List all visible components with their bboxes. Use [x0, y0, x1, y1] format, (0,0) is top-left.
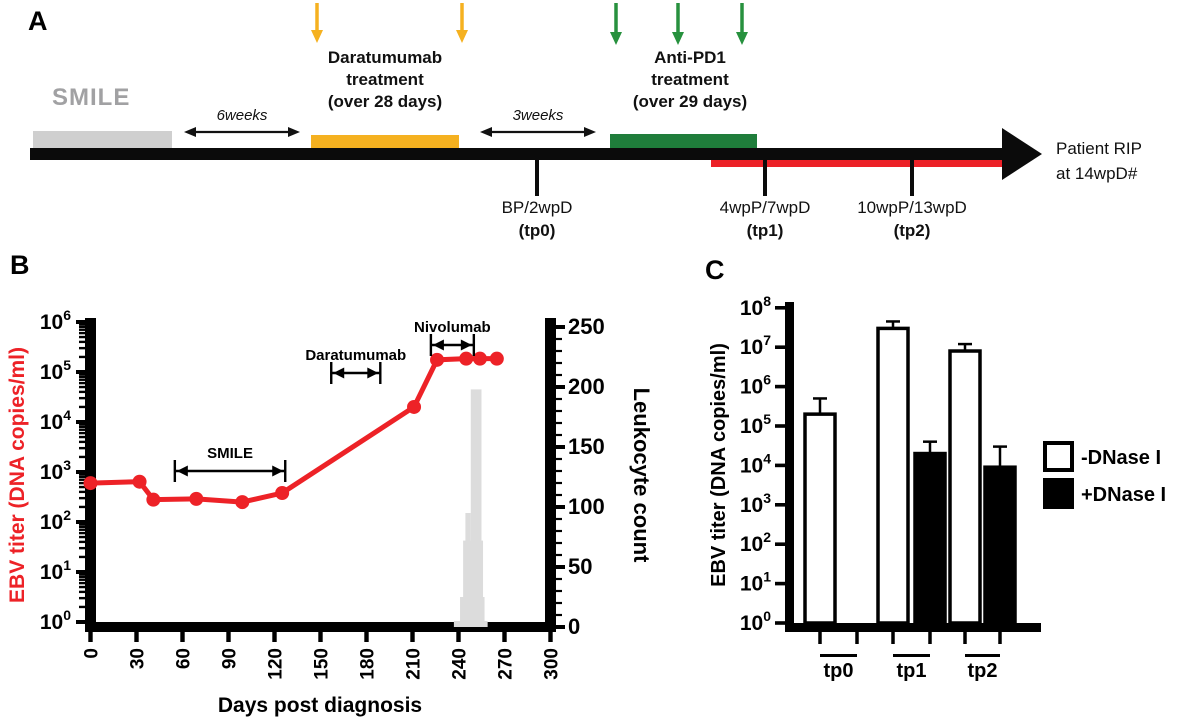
- svg-text:90: 90: [220, 648, 241, 669]
- svg-text:0: 0: [82, 648, 103, 659]
- svg-text:Daratumumab: Daratumumab: [305, 347, 406, 364]
- antipd1-dose-arrow-icon: [736, 3, 748, 45]
- y-axis-title: EBV titer (DNA copies/ml): [708, 343, 730, 587]
- svg-text:102: 102: [40, 507, 71, 534]
- leukocyte-histogram: [453, 389, 488, 627]
- svg-text:100: 100: [40, 607, 71, 634]
- tp0-name: BP/2wpD: [501, 198, 573, 217]
- daratumumab-line1: Daratumumab: [327, 48, 443, 67]
- x-axis-title: Days post diagnosis: [218, 694, 422, 717]
- endpoint-line1: Patient RIP: [1056, 139, 1142, 158]
- ebv-titer-line-series: [83, 351, 504, 510]
- svg-text:tp1: tp1: [897, 660, 927, 682]
- svg-text:tp0: tp0: [824, 660, 854, 682]
- tp1-name: 4wpP/7wpD: [719, 198, 811, 217]
- three-weeks-label: 3weeks: [512, 107, 564, 124]
- tp1-tick: [763, 160, 767, 196]
- svg-text:150: 150: [312, 648, 333, 680]
- smile-label: SMILE: [52, 84, 131, 111]
- svg-text:102: 102: [740, 529, 771, 556]
- tp1-code: (tp1): [746, 221, 784, 240]
- daratumumab-treatment-label: Daratumumab treatment (over 28 days): [305, 47, 465, 113]
- tp0-tick: [535, 160, 539, 196]
- post-treatment-red-bar: [711, 157, 1008, 167]
- daratumumab-dose-arrow-icon: [456, 3, 468, 43]
- svg-text:100: 100: [740, 608, 771, 635]
- axes: 100 101 102 103 104 105 106 107 108 tp0 tp1 tp2: [740, 293, 1041, 682]
- antipd1-dose-arrow-icon: [672, 3, 684, 45]
- antipd1-line1: Anti-PD1: [654, 48, 726, 67]
- svg-text:60: 60: [174, 648, 195, 669]
- three-weeks-double-arrow-icon: [480, 127, 596, 137]
- ebv-titer-bar-chart: 100 101 102 103 104 105 106 107 108 tp0 tp1 tp2 EBV …: [708, 293, 1166, 682]
- svg-text:104: 104: [40, 407, 71, 434]
- svg-text:SMILE: SMILE: [207, 445, 253, 462]
- ebv-titer-line-chart: 100 101 102 103 104 105 106 0 50 100 150 200 250 0 30 6…: [6, 307, 654, 717]
- six-weeks-label: 6weeks: [216, 107, 268, 124]
- svg-text:tp2: tp2: [968, 660, 998, 682]
- antipd1-line2: treatment: [651, 70, 729, 89]
- svg-text:104: 104: [740, 450, 771, 477]
- dnase-legend: -DNase I +DNase I: [1043, 441, 1166, 509]
- panel-c-label: C: [705, 255, 725, 285]
- svg-text:105: 105: [740, 411, 771, 438]
- svg-text:106: 106: [740, 372, 771, 399]
- tp2-timepoint-label: 10wpP/13wpD (tp2): [827, 196, 997, 242]
- svg-text:210: 210: [404, 648, 425, 680]
- svg-text:250: 250: [568, 314, 605, 339]
- endpoint-line2: at 14wpD#: [1056, 164, 1138, 183]
- svg-text:240: 240: [450, 648, 471, 680]
- daratumumab-dose-arrow-icon: [311, 3, 323, 43]
- svg-text:50: 50: [568, 554, 592, 579]
- daratumumab-line3: (over 28 days): [327, 92, 443, 111]
- tp2-tick: [910, 160, 914, 196]
- left-y-axis-title: EBV titer (DNA copies/ml): [6, 347, 29, 603]
- svg-text:0: 0: [568, 614, 580, 639]
- svg-text:103: 103: [40, 457, 71, 484]
- svg-text:30: 30: [128, 648, 149, 669]
- panel-b-label: B: [10, 250, 30, 280]
- svg-text:300: 300: [542, 648, 563, 680]
- svg-text:105: 105: [40, 357, 71, 384]
- svg-text:101: 101: [740, 569, 771, 596]
- tp2-code: (tp2): [893, 221, 931, 240]
- right-y-axis-title: Leukocyte count: [629, 388, 654, 563]
- svg-text:+DNase I: +DNase I: [1081, 484, 1166, 506]
- tp0-timepoint-label: BP/2wpD (tp0): [452, 196, 622, 242]
- tp1-timepoint-label: 4wpP/7wpD (tp1): [680, 196, 850, 242]
- svg-text:100: 100: [568, 494, 605, 519]
- svg-text:180: 180: [358, 648, 379, 680]
- timeline-arrowhead-icon: [1002, 128, 1042, 180]
- patient-endpoint-label: Patient RIP at 14wpD#: [1056, 136, 1142, 186]
- svg-text:200: 200: [568, 374, 605, 399]
- svg-text:270: 270: [496, 648, 517, 680]
- smile-period-bar: [33, 131, 172, 148]
- antipd1-line3: (over 29 days): [632, 92, 748, 111]
- panel-a-label: A: [28, 6, 48, 36]
- antipd1-treatment-bar: [610, 134, 757, 148]
- svg-text:108: 108: [740, 293, 771, 320]
- timeline-bar: [30, 148, 1005, 160]
- antipd1-treatment-label: Anti-PD1 treatment (over 29 days): [610, 47, 770, 113]
- svg-text:106: 106: [40, 307, 71, 334]
- daratumumab-line2: treatment: [346, 70, 424, 89]
- tp2-name: 10wpP/13wpD: [857, 198, 967, 217]
- antipd1-dose-arrow-icon: [610, 3, 622, 45]
- svg-text:101: 101: [40, 557, 71, 584]
- dnase-bar-series: [803, 320, 1017, 625]
- daratumumab-treatment-bar: [311, 135, 459, 148]
- svg-text:103: 103: [740, 490, 771, 517]
- axes: 100 101 102 103 104 105 106 0 50 100 150 200 250 0 30 6…: [40, 307, 605, 680]
- svg-text:120: 120: [266, 648, 287, 680]
- svg-text:-DNase I: -DNase I: [1081, 447, 1161, 469]
- svg-text:107: 107: [740, 332, 771, 359]
- svg-text:Nivolumab: Nivolumab: [414, 319, 491, 336]
- tp0-code: (tp0): [518, 221, 556, 240]
- svg-text:150: 150: [568, 434, 605, 459]
- six-weeks-double-arrow-icon: [184, 127, 300, 137]
- treatment-annotations: SMILE Daratumumab Nivolumab: [173, 319, 491, 482]
